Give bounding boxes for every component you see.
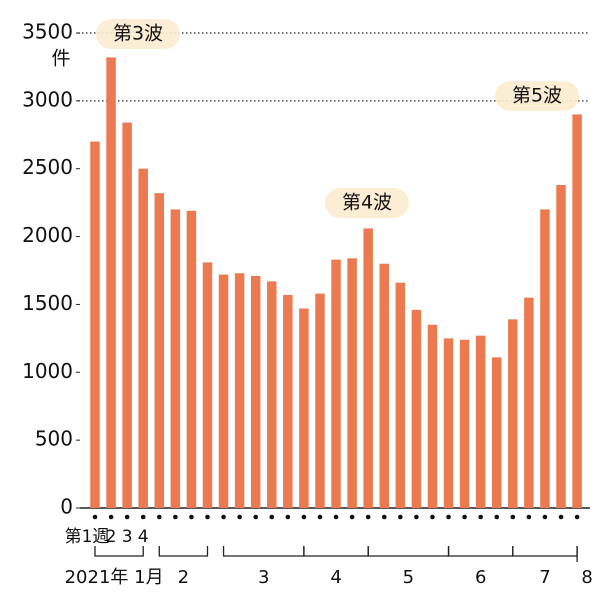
week-dot xyxy=(430,514,435,520)
week-dot xyxy=(108,514,114,520)
bar xyxy=(106,57,116,509)
week-dot xyxy=(478,514,483,520)
bar xyxy=(427,324,438,508)
annotation-bg xyxy=(96,19,180,49)
week-dot xyxy=(156,514,162,520)
annotation: 第4波 xyxy=(342,192,392,214)
month-label: 2 xyxy=(178,567,189,588)
bar xyxy=(492,357,502,508)
bar xyxy=(154,193,165,508)
week-dot xyxy=(398,514,403,520)
x-tick-label: 3 xyxy=(122,527,133,547)
bar xyxy=(331,259,341,508)
month-label: 3 xyxy=(258,567,269,588)
bar xyxy=(234,273,245,508)
bar xyxy=(250,275,261,508)
annotation-bg xyxy=(495,81,579,111)
month-label: 6 xyxy=(475,567,486,588)
week-dot xyxy=(92,514,98,520)
week-dot xyxy=(301,514,307,520)
week-dot xyxy=(333,514,339,520)
bar xyxy=(395,282,406,508)
y-tick-label: 500 xyxy=(35,427,73,451)
y-tick-label: 1000 xyxy=(22,359,73,383)
bar xyxy=(347,258,357,508)
week-dot xyxy=(349,514,355,520)
week-dot xyxy=(317,514,323,520)
week-dot xyxy=(205,514,210,520)
bar xyxy=(379,263,390,508)
bar xyxy=(90,141,100,509)
week-dot xyxy=(494,514,500,520)
bar xyxy=(170,209,181,508)
bar xyxy=(186,210,197,509)
week-dot xyxy=(237,514,242,520)
bar xyxy=(218,274,229,508)
month-bracket xyxy=(367,546,450,557)
week-dot xyxy=(285,514,291,520)
x-tick-label: 4 xyxy=(138,527,149,547)
bar xyxy=(556,185,566,508)
bar xyxy=(283,294,293,508)
bar xyxy=(475,335,486,508)
month-bracket xyxy=(303,546,369,557)
y-tick-label: 1500 xyxy=(22,291,73,315)
week-dot xyxy=(574,514,580,520)
y-unit: 件 xyxy=(51,48,70,70)
month-label: 8 xyxy=(581,567,592,588)
bar xyxy=(443,338,454,508)
week-dot xyxy=(173,514,178,520)
month-bracket xyxy=(222,546,305,557)
week-dot xyxy=(269,514,275,520)
bar xyxy=(459,339,470,508)
bar xyxy=(138,168,148,508)
bar xyxy=(540,209,550,508)
week-dot xyxy=(558,514,564,520)
month-label: 4 xyxy=(330,567,341,588)
annotation: 第5波 xyxy=(512,85,562,107)
month-label: 2021年 1月 xyxy=(65,567,164,588)
week-dot xyxy=(140,514,146,520)
week-dot xyxy=(365,514,371,520)
annotation-bg xyxy=(325,188,409,218)
month-label: 7 xyxy=(539,567,550,588)
week-dot xyxy=(446,514,451,520)
bar xyxy=(267,281,277,508)
week-dot xyxy=(221,514,226,520)
week-dot xyxy=(462,514,467,520)
bar xyxy=(411,309,422,508)
annotation: 第3波 xyxy=(113,23,163,45)
bar xyxy=(363,228,373,508)
bar xyxy=(572,114,582,508)
week-dot xyxy=(253,514,258,520)
y-tick-label: 2000 xyxy=(22,223,73,247)
bar xyxy=(299,308,309,508)
y-tick-label: 2500 xyxy=(22,155,73,179)
bar xyxy=(202,262,213,508)
week-dot xyxy=(526,514,532,520)
week-dot xyxy=(510,514,516,520)
month-bracket xyxy=(447,546,514,557)
week-dot xyxy=(414,514,419,520)
bar xyxy=(122,122,132,509)
bar xyxy=(315,293,325,508)
x-tick-label: 第1週 xyxy=(65,527,110,547)
y-tick-label: 3500 xyxy=(22,20,73,44)
month-bracket xyxy=(158,546,209,557)
week-dot xyxy=(542,514,548,520)
bar xyxy=(508,319,518,508)
week-dot xyxy=(189,514,194,520)
y-tick-label: 0 xyxy=(60,495,73,519)
month-label: 5 xyxy=(403,567,414,588)
week-dot xyxy=(381,514,387,520)
month-bracket xyxy=(94,546,144,557)
month-bracket xyxy=(512,546,578,557)
x-tick-label: 2 xyxy=(106,527,117,547)
bar xyxy=(524,297,534,508)
y-tick-label: 3000 xyxy=(22,87,73,111)
week-dot xyxy=(124,514,130,520)
